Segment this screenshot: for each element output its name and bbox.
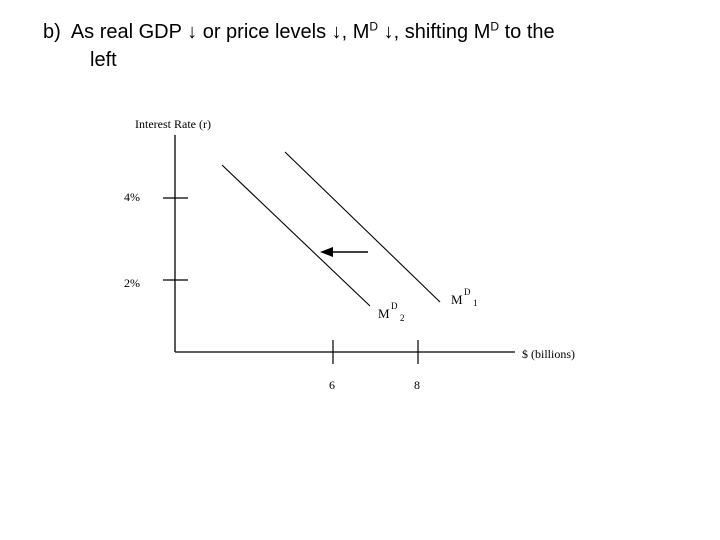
- money-demand-curve-1: [284, 151, 441, 303]
- heading-sup-a: D: [369, 19, 379, 34]
- x-tick-label-8: 8: [414, 378, 420, 392]
- heading-text-a: As real GDP ↓ or price levels ↓, M: [70, 21, 370, 43]
- x-tick-label-6: 6: [329, 378, 335, 392]
- heading-text-c: to the: [499, 21, 555, 43]
- curve-label-md2-base: M: [378, 306, 390, 321]
- money-demand-curve-2: [221, 164, 371, 307]
- heading-sup-b: D: [490, 19, 500, 34]
- y-axis-label: Interest Rate (r): [135, 117, 211, 131]
- curve-label-md1: M D 1: [451, 287, 478, 308]
- y-tick-label-2: 2%: [124, 276, 140, 290]
- x-axis-label: $ (billions): [522, 347, 575, 361]
- slide-heading: b) As real GDP ↓ or price levels ↓, MD ↓…: [43, 18, 693, 74]
- heading-prefix: b): [43, 21, 61, 43]
- curve-label-md1-sup: D: [464, 287, 471, 297]
- heading-line2: left: [90, 49, 117, 71]
- y-tick-label-4: 4%: [124, 190, 140, 204]
- curve-label-md2-sub: 2: [400, 313, 405, 323]
- heading-text-b: ↓, shifting M: [378, 21, 491, 43]
- curve-label-md2-sup: D: [391, 301, 398, 311]
- shift-arrow-head: [320, 247, 333, 257]
- curve-label-md1-base: M: [451, 292, 463, 307]
- curve-label-md2: M D 2: [378, 301, 405, 323]
- curve-label-md1-sub: 1: [473, 298, 478, 308]
